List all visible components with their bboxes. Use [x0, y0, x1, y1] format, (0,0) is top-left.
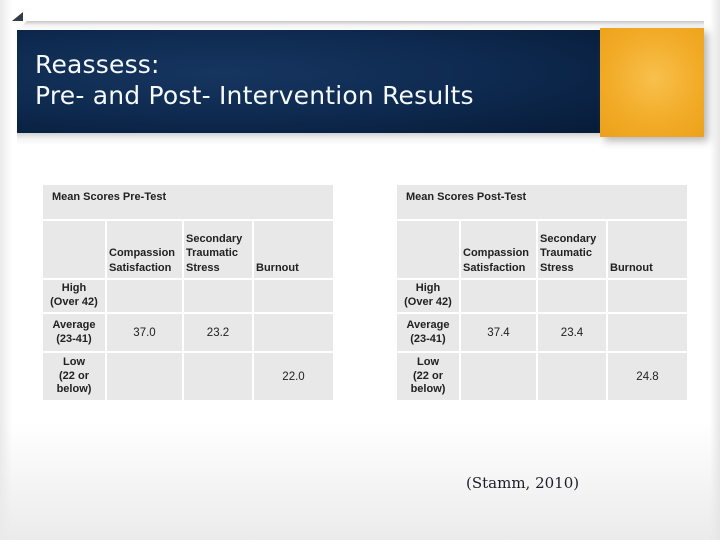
value-cell: 37.0: [107, 314, 182, 351]
banner-bottom-bevel: [17, 133, 600, 144]
value-cell: [538, 280, 606, 312]
value-cell: [608, 280, 687, 312]
column-header-burnout: Burnout: [254, 221, 333, 278]
value-cell: [254, 280, 333, 312]
banner-top-bevel: [17, 21, 704, 30]
value-cell: [107, 280, 182, 312]
row-label-average: Average (23-41): [43, 314, 105, 351]
value-cell: [608, 314, 687, 351]
value-cell: [254, 314, 333, 351]
row-label-average: Average (23-41): [397, 314, 459, 351]
corner-cell: [43, 221, 105, 278]
value-cell: [184, 280, 252, 312]
value-cell: 22.0: [254, 353, 333, 400]
value-cell: [461, 280, 536, 312]
column-header-compassion-satisfaction: Compassion Satisfaction: [107, 221, 182, 278]
column-header-secondary-traumatic-stress: Secondary Traumatic Stress: [538, 221, 606, 278]
row-label-low: Low (22 or below): [43, 353, 105, 400]
value-cell: 37.4: [461, 314, 536, 351]
row-label-high: High (Over 42): [397, 280, 459, 312]
gold-accent-square: [600, 28, 704, 137]
banner-corner-fold: [12, 12, 23, 21]
value-cell: [184, 353, 252, 400]
slide-title-line1: Reassess:: [35, 50, 160, 79]
pretest-table: Mean Scores Pre-Test Compassion Satisfac…: [43, 185, 333, 400]
value-cell: 24.8: [608, 353, 687, 400]
table-title-pretest: Mean Scores Pre-Test: [43, 185, 333, 219]
value-cell: [538, 353, 606, 400]
slide-title-line2: Pre- and Post- Intervention Results: [35, 81, 474, 110]
value-cell: 23.2: [184, 314, 252, 351]
title-banner: Reassess: Pre- and Post- Intervention Re…: [17, 30, 600, 133]
corner-cell: [397, 221, 459, 278]
column-header-compassion-satisfaction: Compassion Satisfaction: [461, 221, 536, 278]
citation: (Stamm, 2010): [466, 474, 580, 492]
row-label-high: High (Over 42): [43, 280, 105, 312]
value-cell: [107, 353, 182, 400]
value-cell: [461, 353, 536, 400]
row-label-low: Low (22 or below): [397, 353, 459, 400]
table-title-posttest: Mean Scores Post-Test: [397, 185, 687, 219]
column-header-burnout: Burnout: [608, 221, 687, 278]
posttest-table: Mean Scores Post-Test Compassion Satisfa…: [397, 185, 687, 400]
column-header-secondary-traumatic-stress: Secondary Traumatic Stress: [184, 221, 252, 278]
pretest-table-grid: Compassion Satisfaction Secondary Trauma…: [43, 221, 333, 400]
slide-title: Reassess: Pre- and Post- Intervention Re…: [35, 49, 474, 111]
posttest-table-grid: Compassion Satisfaction Secondary Trauma…: [397, 221, 687, 400]
value-cell: 23.4: [538, 314, 606, 351]
